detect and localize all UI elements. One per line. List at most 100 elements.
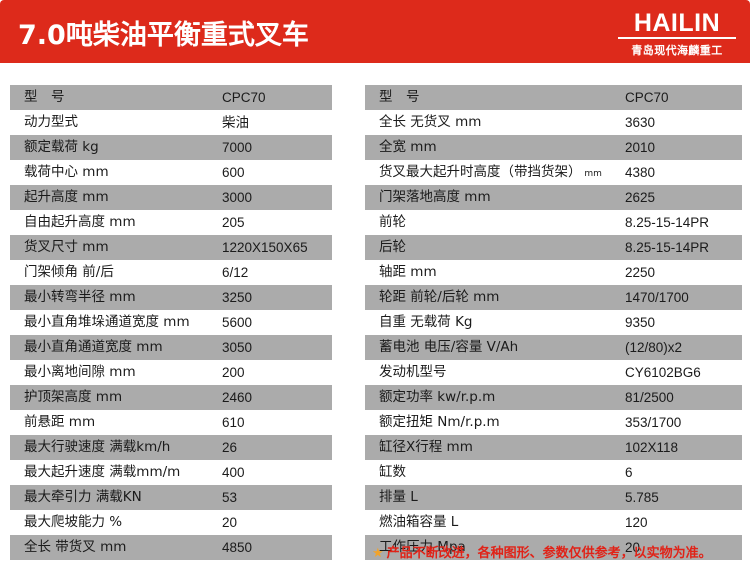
- spec-value: 20: [625, 540, 641, 555]
- spec-row-inner: 最小离地间隙 mm 200: [10, 360, 332, 385]
- spec-row-inner: 最大爬坡能力 % 20: [10, 510, 332, 535]
- spec-label: 轴距 mm: [379, 264, 437, 280]
- spec-label: 最大爬坡能力 %: [24, 514, 123, 530]
- spec-label: 缸径X行程 mm: [379, 439, 473, 455]
- spec-value: 3630: [625, 115, 656, 130]
- spec-row-inner: 载荷中心 mm 600: [10, 160, 332, 185]
- spec-row-inner: 发动机型号 CY6102BG6: [365, 360, 742, 385]
- spec-label: 护顶架高度 mm: [24, 389, 123, 405]
- spec-row-inner: 护顶架高度 mm 2460: [10, 385, 332, 410]
- star-icon: ★: [372, 546, 384, 561]
- spec-row-inner: 全长 带货叉 mm 4850: [10, 535, 332, 560]
- spec-value: 6: [625, 465, 633, 480]
- spec-label: 全宽 mm: [379, 139, 437, 155]
- spec-row-inner: 最大行驶速度 满载km/h 26: [10, 435, 332, 460]
- spec-row-inner: 轮距 前轮/后轮 mm 1470/1700: [365, 285, 742, 310]
- page-header-banner: 7.0吨柴油平衡重式叉车 HAILIN 青岛现代海麟重工: [0, 0, 750, 63]
- spec-row: 排量 L 5.785: [365, 485, 742, 510]
- spec-label: 货叉最大起升时高度（带挡货架） mm: [379, 164, 602, 180]
- disclaimer-note: ★ 产品不断改进，各种图形、参数仅供参考，以实物为准。: [372, 542, 712, 561]
- spec-value: 5.785: [625, 490, 659, 505]
- spec-row: 额定载荷 kg 7000: [10, 135, 332, 160]
- spec-row-inner: 额定扭矩 Nm/r.p.m 353/1700: [365, 410, 742, 435]
- spec-value: 柴油: [222, 115, 249, 130]
- spec-value: 6/12: [222, 265, 249, 280]
- spec-row: 额定扭矩 Nm/r.p.m 353/1700: [365, 410, 742, 435]
- spec-row-inner: 燃油箱容量 L 120: [365, 510, 742, 535]
- spec-value: 2010: [625, 140, 656, 155]
- spec-row-inner: 自重 无载荷 Kg 9350: [365, 310, 742, 335]
- spec-label: 工作压力 Mpa: [379, 539, 466, 555]
- spec-label: 全长 无货叉 mm: [379, 114, 482, 130]
- spec-row: 缸径X行程 mm 102X118: [365, 435, 742, 460]
- spec-row: 门架倾角 前/后 6/12: [10, 260, 332, 285]
- spec-row-inner: 最大起升速度 满载mm/m 400: [10, 460, 332, 485]
- spec-row-inner: 最小转弯半径 mm 3250: [10, 285, 332, 310]
- spec-row-inner: 全宽 mm 2010: [365, 135, 742, 160]
- spec-row-inner: 前悬距 mm 610: [10, 410, 332, 435]
- spec-label: 型 号: [379, 89, 420, 105]
- spec-row-inner: 型 号 CPC70: [365, 85, 742, 110]
- spec-row-inner: 排量 L 5.785: [365, 485, 742, 510]
- spec-value: 2460: [222, 390, 253, 405]
- disclaimer-text: 产品不断改进，各种图形、参数仅供参考，以实物为准。: [386, 546, 712, 561]
- logo-subtitle: 青岛现代海麟重工: [631, 44, 723, 57]
- spec-label: 最大行驶速度 满载km/h: [24, 439, 171, 455]
- spec-label: 最大起升速度 满载mm/m: [24, 464, 181, 480]
- spec-row-inner: 工作压力 Mpa 20: [365, 535, 742, 560]
- spec-label: 轮距 前轮/后轮 mm: [379, 289, 500, 305]
- spec-value: 3250: [222, 290, 253, 305]
- spec-label: 额定扭矩 Nm/r.p.m: [379, 414, 500, 430]
- spec-row: 载荷中心 mm 600: [10, 160, 332, 185]
- spec-row: 工作压力 Mpa 20: [365, 535, 742, 560]
- spec-value: 4380: [625, 165, 656, 180]
- spec-value: 2625: [625, 190, 656, 205]
- spec-row-inner: 轴距 mm 2250: [365, 260, 742, 285]
- spec-value: 2250: [625, 265, 656, 280]
- spec-label: 前轮: [379, 214, 406, 230]
- spec-row-inner: 最小直角堆垛通道宽度 mm 5600: [10, 310, 332, 335]
- spec-label-unit: mm: [581, 169, 602, 179]
- spec-row-inner: 缸径X行程 mm 102X118: [365, 435, 742, 460]
- spec-row-inner: 门架落地高度 mm 2625: [365, 185, 742, 210]
- spec-label: 载荷中心 mm: [24, 164, 109, 180]
- spec-label: 动力型式: [24, 114, 78, 130]
- spec-row-inner: 额定载荷 kg 7000: [10, 135, 332, 160]
- spec-row: 发动机型号 CY6102BG6: [365, 360, 742, 385]
- spec-row-inner: 缸数 6: [365, 460, 742, 485]
- spec-row-inner: 最小直角通道宽度 mm 3050: [10, 335, 332, 360]
- spec-value: 3000: [222, 190, 253, 205]
- spec-value: 353/1700: [625, 415, 682, 430]
- spec-row: 最小离地间隙 mm 200: [10, 360, 332, 385]
- spec-value: 120: [625, 515, 648, 530]
- spec-row-inner: 全长 无货叉 mm 3630: [365, 110, 742, 135]
- spec-value: CPC70: [222, 90, 266, 105]
- spec-label: 自由起升高度 mm: [24, 214, 136, 230]
- spec-label: 燃油箱容量 L: [379, 514, 459, 530]
- spec-row: 型 号 CPC70: [365, 85, 742, 110]
- spec-label: 发动机型号: [379, 364, 447, 380]
- spec-value: 20: [222, 515, 238, 530]
- spec-row: 前悬距 mm 610: [10, 410, 332, 435]
- spec-row-inner: 最大牵引力 满载KN 53: [10, 485, 332, 510]
- spec-label: 型 号: [24, 89, 65, 105]
- spec-row: 型 号 CPC70: [10, 85, 332, 110]
- spec-value: 205: [222, 215, 245, 230]
- spec-value: 26: [222, 440, 238, 455]
- spec-label: 缸数: [379, 464, 406, 480]
- spec-value: 81/2500: [625, 390, 674, 405]
- spec-row: 全长 带货叉 mm 4850: [10, 535, 332, 560]
- spec-row: 最大爬坡能力 % 20: [10, 510, 332, 535]
- spec-row-inner: 自由起升高度 mm 205: [10, 210, 332, 235]
- spec-row: 额定功率 kw/r.p.m 81/2500: [365, 385, 742, 410]
- spec-label: 后轮: [379, 239, 406, 255]
- spec-label: 门架落地高度 mm: [379, 189, 491, 205]
- spec-row-inner: 额定功率 kw/r.p.m 81/2500: [365, 385, 742, 410]
- spec-label: 蓄电池 电压/容量 V/Ah: [379, 339, 519, 355]
- spec-row: 货叉最大起升时高度（带挡货架） mm 4380: [365, 160, 742, 185]
- spec-row: 最小转弯半径 mm 3250: [10, 285, 332, 310]
- spec-row: 最大牵引力 满载KN 53: [10, 485, 332, 510]
- spec-row: 最小直角堆垛通道宽度 mm 5600: [10, 310, 332, 335]
- spec-label: 全长 带货叉 mm: [24, 539, 127, 555]
- logo-wordmark: HAILIN: [618, 10, 736, 39]
